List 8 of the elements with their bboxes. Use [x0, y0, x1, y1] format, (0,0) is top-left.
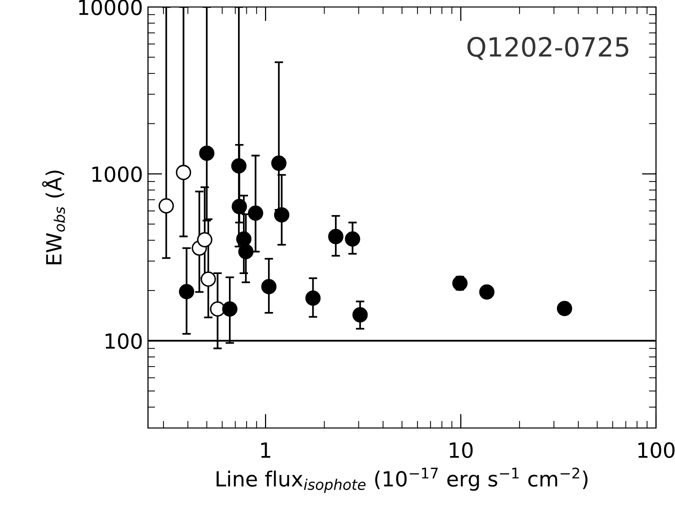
x-tick-label: 100: [638, 442, 674, 458]
annotation: Q1202-0725: [467, 36, 628, 60]
y-tick-label: 100: [106, 333, 142, 349]
text: Line flux$_{isophote}$ (10$^{−17}$ erg s$^{−1}$ cm$^{−2}$): [216, 468, 588, 493]
y-tick-label: 1000: [92, 166, 142, 182]
x-tick-label: 10: [450, 442, 473, 458]
y-axis-title: EW$_{obs}$ (Å): [42, 170, 66, 264]
x-tick-label: 1: [261, 442, 270, 458]
